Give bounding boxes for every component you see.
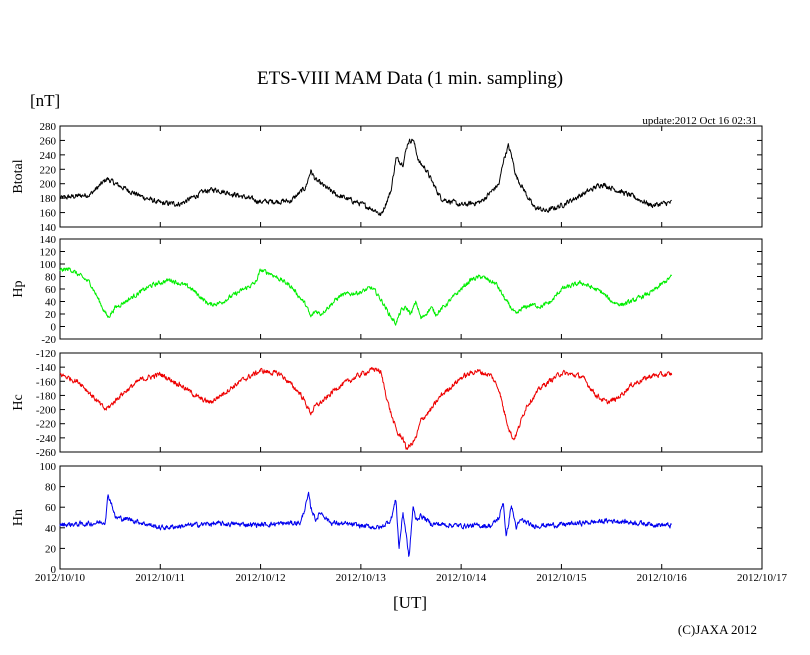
- series-line-hp: [59, 267, 673, 326]
- panel-frame-hp: [59, 238, 763, 340]
- y-tick-label: 0: [51, 322, 57, 334]
- x-axis: 2012/10/10 2012/10/11 2012/10/12 2012/10/13…: [35, 572, 788, 584]
- y-tick-label: 280: [40, 121, 57, 133]
- x-tick-label: 2012/10/11: [135, 572, 185, 584]
- panels-group: 140160180200220240260280Btotal-200204060…: [11, 121, 763, 576]
- y-tick-label: 20: [45, 543, 57, 555]
- y-tick-label: 260: [40, 135, 57, 147]
- panel-hc: -120 -140 -160 -180 -200 -220 -240 -260 Hc: [11, 348, 763, 459]
- y-tick-label: 80: [45, 482, 57, 494]
- x-axis-label: [UT]: [393, 593, 427, 612]
- y-tick-label: 200: [40, 179, 57, 191]
- chart-title: ETS-VIII MAM Data (1 min. sampling): [257, 68, 563, 89]
- x-tick-label: 2012/10/16: [637, 572, 688, 584]
- x-tick-label: 2012/10/12: [236, 572, 286, 584]
- y-tick-label: 100: [40, 461, 57, 473]
- y-tick-label: -140: [36, 362, 57, 374]
- y-tick-label: 20: [45, 309, 57, 321]
- y-tick-label: -220: [36, 419, 57, 431]
- panel-frame-btotal: [59, 125, 763, 228]
- copyright-notice: (C)JAXA 2012: [678, 622, 757, 637]
- panel-btotal: 140 160 180 200 220 240 260 280 Btotal: [11, 121, 763, 234]
- y-tick-label: 180: [40, 193, 57, 205]
- y-axis-label-hc: Hc: [11, 394, 26, 410]
- y-tick-label: 120: [40, 247, 57, 259]
- y-tick-label: 160: [40, 208, 57, 220]
- y-tick-label: 80: [45, 272, 57, 284]
- y-tick-label: -260: [36, 447, 57, 459]
- y-axis-label-btotal: Btotal: [11, 159, 26, 193]
- panel-frame-hn: [59, 465, 763, 570]
- y-tick-label: 240: [40, 150, 57, 162]
- y-tick-label: 140: [40, 234, 57, 246]
- y-tick-label: 40: [45, 297, 57, 309]
- panel-hn: 0 20 40 60 80 100 Hn: [11, 461, 763, 576]
- y-tick-label: -120: [36, 348, 57, 360]
- x-tick-label: 2012/10/15: [536, 572, 587, 584]
- y-tick-label: -160: [36, 376, 57, 388]
- y-axis-label-hp: Hp: [11, 280, 26, 297]
- y-tick-label: -200: [36, 405, 57, 417]
- y-tick-label: 60: [45, 502, 57, 514]
- x-tick-label: 2012/10/10: [35, 572, 86, 584]
- y-axis-label-hn: Hn: [11, 509, 26, 526]
- y-tick-label: 0: [51, 564, 57, 576]
- y-tick-label: -20: [41, 334, 56, 346]
- series-line-hn: [59, 491, 672, 557]
- update-timestamp: update:2012 Oct 16 02:31: [642, 115, 757, 127]
- y-tick-label: 220: [40, 164, 57, 176]
- x-tick-label: 2012/10/13: [336, 572, 387, 584]
- x-tick-label: 2012/10/14: [436, 572, 487, 584]
- y-tick-label: -180: [36, 390, 57, 402]
- y-tick-label: 60: [45, 284, 57, 296]
- series-line-btotal: [59, 138, 672, 216]
- y-tick-label: 140: [40, 222, 57, 234]
- series-line-hc: [59, 366, 673, 450]
- x-tick-label: 2012/10/17: [737, 572, 788, 584]
- y-tick-label: -240: [36, 433, 57, 445]
- panel-frame-hc: [59, 352, 763, 453]
- y-tick-label: 40: [45, 523, 57, 535]
- unit-label: [nT]: [30, 91, 60, 110]
- y-tick-label: 100: [40, 259, 57, 271]
